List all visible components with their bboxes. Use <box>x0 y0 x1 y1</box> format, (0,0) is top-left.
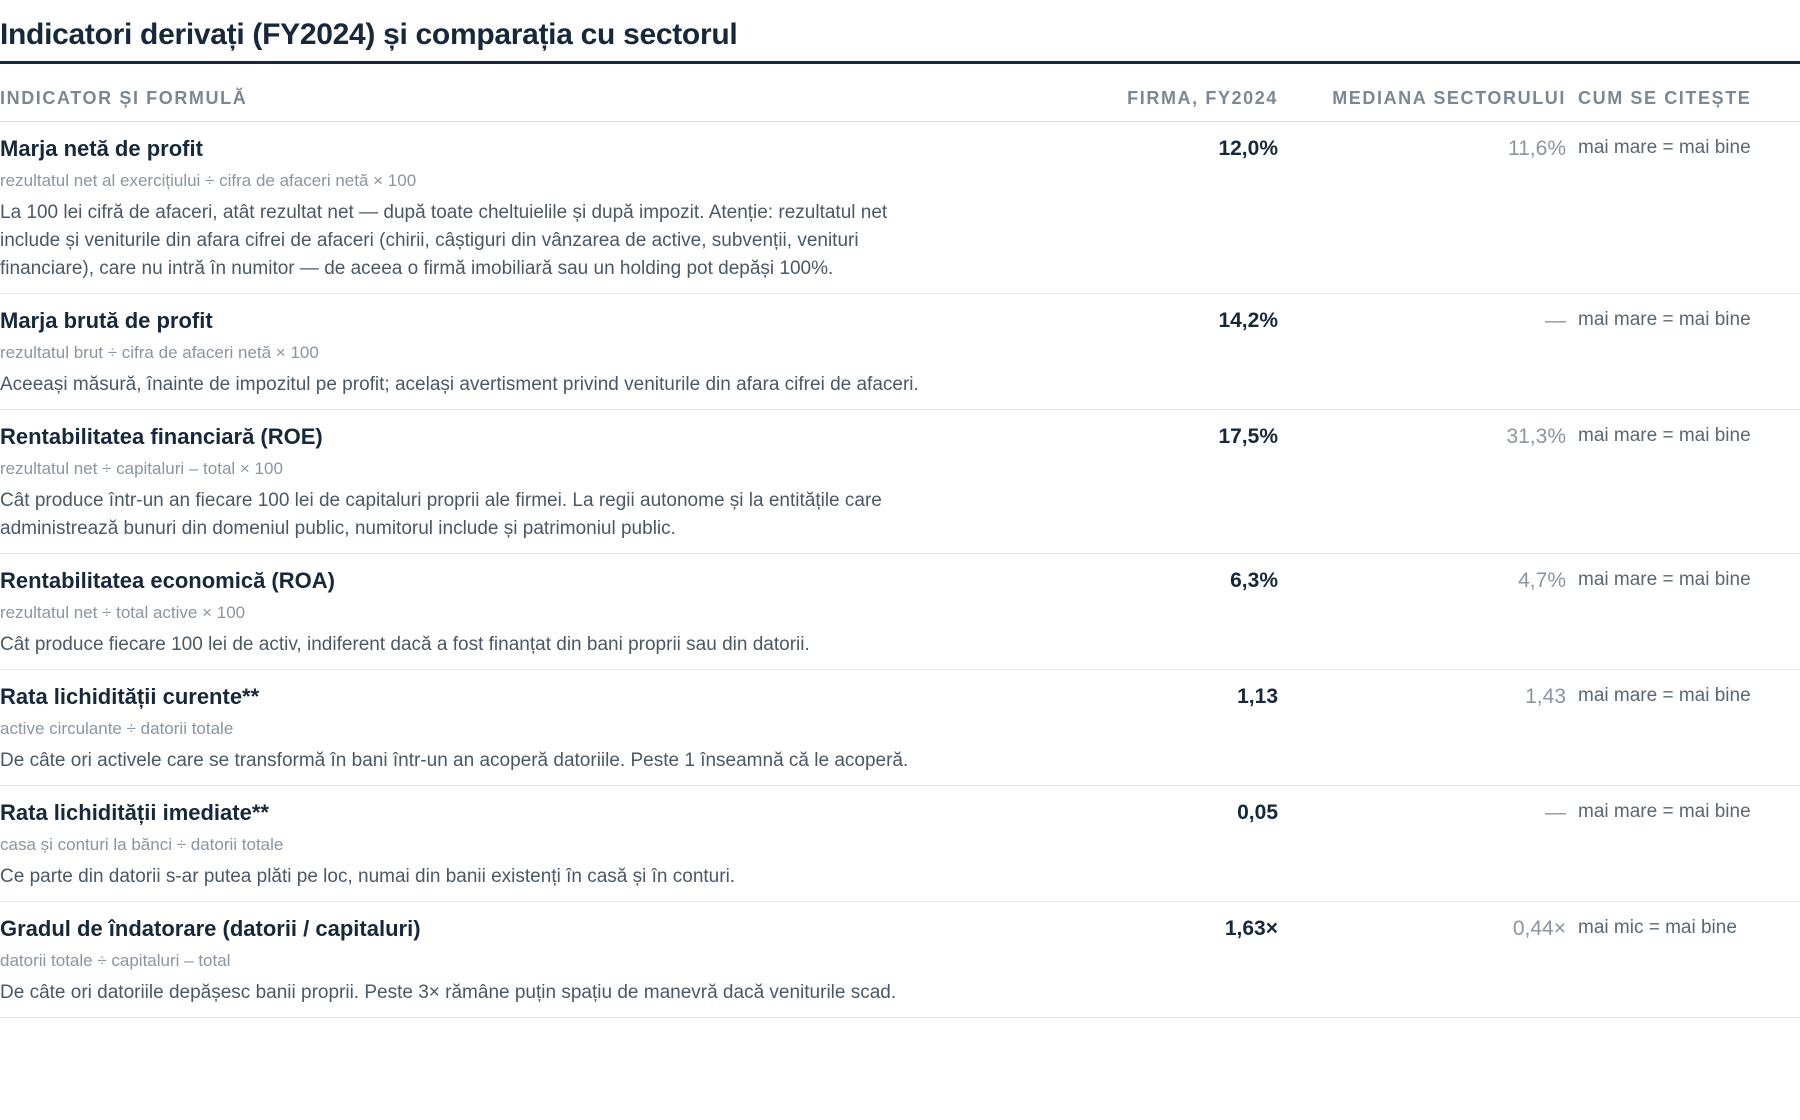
column-header: CUM SE CITEȘTE <box>1578 88 1752 108</box>
reading-hint: mai mare = mai bine <box>1578 801 1751 822</box>
sector-median: — <box>1545 309 1566 332</box>
table-row: Marja netă de profit rezultatul net al ex… <box>0 122 1800 294</box>
reading-hint: mai mare = mai bine <box>1578 569 1751 590</box>
indicator-formula: casa și conturi la bănci ÷ datorii total… <box>0 835 284 854</box>
indicator-description: De câte ori datoriile depășesc banii pro… <box>0 982 897 1003</box>
table-row: Rentabilitatea economică (ROA) rezultatul… <box>0 554 1800 670</box>
indicator-formula: rezultatul brut ÷ cifra de afaceri netă … <box>0 343 319 362</box>
indicator-cell: Rata lichidității curente** active circul… <box>0 683 1060 775</box>
reading-hint: mai mare = mai bine <box>1578 309 1751 330</box>
reading-hint: mai mare = mai bine <box>1578 425 1751 446</box>
indicator-name: Rentabilitatea economică (ROA) <box>0 568 335 593</box>
indicator-description: Cât produce fiecare 100 lei de activ, in… <box>0 634 810 655</box>
indicator-formula: rezultatul net al exercițiului ÷ cifra d… <box>0 171 417 190</box>
sector-median: 4,7% <box>1518 569 1566 592</box>
sector-median: 1,43 <box>1525 685 1566 708</box>
indicator-cell: Gradul de îndatorare (datorii / capitalu… <box>0 915 1060 1007</box>
indicator-description: Ce parte din datorii s-ar putea plăti pe… <box>0 866 736 887</box>
indicator-description: Aceeași măsură, înainte de impozitul pe … <box>0 374 919 395</box>
sector-median: — <box>1545 801 1566 824</box>
firm-value: 12,0% <box>1218 137 1278 160</box>
sector-median: 31,3% <box>1506 425 1566 448</box>
indicator-description: La 100 lei cifră de afaceri, atât rezult… <box>0 202 888 279</box>
indicator-cell: Rentabilitatea economică (ROA) rezultatul… <box>0 567 1060 659</box>
firm-value: 0,05 <box>1237 801 1278 824</box>
firm-value: 1,63× <box>1224 917 1278 940</box>
indicator-cell: Marja netă de profit rezultatul net al ex… <box>0 135 1060 283</box>
column-header: FIRMA, FY2024 <box>1127 88 1278 108</box>
indicator-name: Rata lichidității imediate** <box>0 800 269 825</box>
firm-value: 14,2% <box>1218 309 1278 332</box>
indicator-formula: datorii totale ÷ capitaluri – total <box>0 951 231 970</box>
table-body: Marja netă de profit rezultatul net al ex… <box>0 122 1800 1018</box>
reading-hint: mai mare = mai bine <box>1578 137 1751 158</box>
firm-value: 1,13 <box>1237 685 1278 708</box>
indicator-name: Marja netă de profit <box>0 136 203 161</box>
title: Indicatori derivați (FY2024) și comparaț… <box>0 0 1800 64</box>
indicator-name: Gradul de îndatorare (datorii / capitalu… <box>0 916 421 941</box>
indicator-name: Marja brută de profit <box>0 308 213 333</box>
table-row: Marja brută de profit rezultatul brut ÷ c… <box>0 294 1800 410</box>
table-row: Rentabilitatea financiară (ROE) rezultatu… <box>0 410 1800 554</box>
table-row: Gradul de îndatorare (datorii / capitalu… <box>0 902 1800 1018</box>
firm-value: 17,5% <box>1218 425 1278 448</box>
indicator-description: De câte ori activele care se transformă … <box>0 750 909 771</box>
firm-value: 6,3% <box>1230 569 1278 592</box>
indicator-cell: Rata lichidității imediate** casa și cont… <box>0 799 1060 891</box>
reading-hint: mai mare = mai bine <box>1578 685 1751 706</box>
sector-median: 11,6% <box>1508 137 1566 160</box>
table-row: Rata lichidității curente** active circul… <box>0 670 1800 786</box>
indicator-name: Rata lichidității curente** <box>0 684 260 709</box>
indicator-name: Rentabilitatea financiară (ROE) <box>0 424 323 449</box>
indicator-description: Cât produce într-un an fiecare 100 lei d… <box>0 490 882 539</box>
indicator-formula: rezultatul net ÷ total active × 100 <box>0 603 246 622</box>
table-row: Rata lichidității imediate** casa și cont… <box>0 786 1800 902</box>
column-header: MEDIANA SECTORULUI <box>1332 88 1566 108</box>
sector-median: 0,44× <box>1512 917 1566 940</box>
indicator-cell: Marja brută de profit rezultatul brut ÷ c… <box>0 307 1060 399</box>
indicator-cell: Rentabilitatea financiară (ROE) rezultatu… <box>0 423 1060 543</box>
indicator-formula: active circulante ÷ datorii totale <box>0 719 234 738</box>
indicator-formula: rezultatul net ÷ capitaluri – total × 10… <box>0 459 283 478</box>
table-header: INDICATOR ȘI FORMULĂ FIRMA, FY2024 MEDIA… <box>0 64 1800 122</box>
column-header: INDICATOR ȘI FORMULĂ <box>0 88 248 108</box>
reading-hint: mai mic = mai bine <box>1578 917 1737 938</box>
